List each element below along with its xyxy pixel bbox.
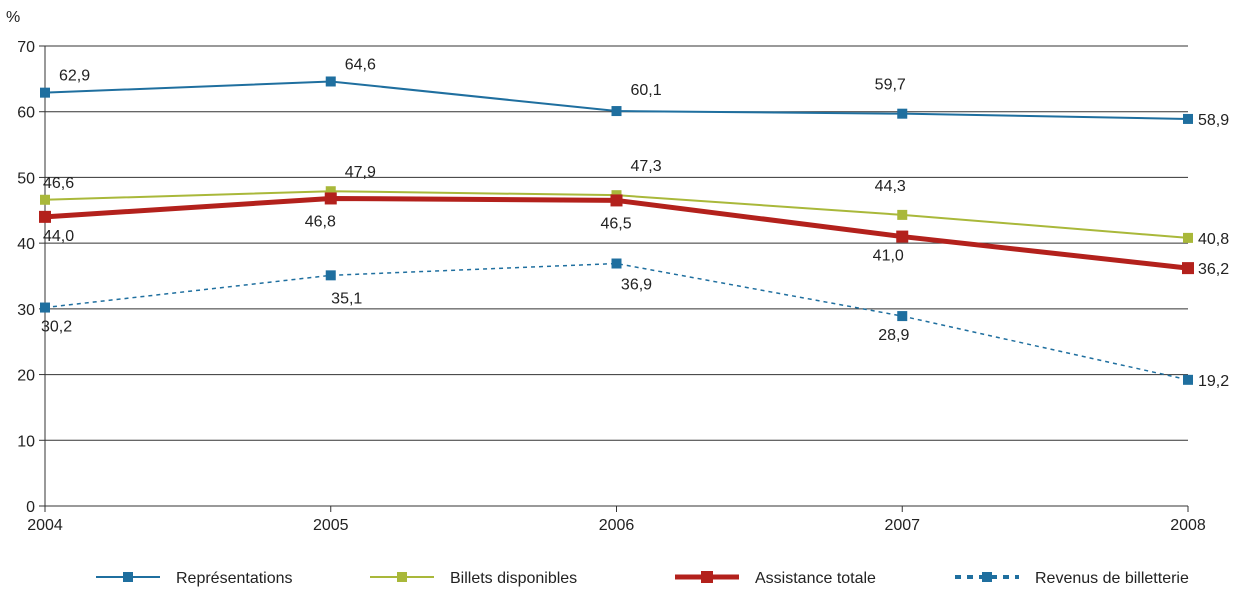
y-tick-label-50: 50 [17, 170, 35, 187]
y-tick-label-20: 20 [17, 368, 35, 385]
series-line-revenus-de-billetterie [44, 262, 1189, 381]
legend-item-assistance-totale: Assistance totale [675, 570, 876, 587]
data-label-revenus-de-billetterie-2005: 35,1 [331, 290, 362, 307]
data-label-billets-disponibles-2007: 44,3 [875, 178, 906, 195]
legend-label-representations: Représentations [176, 570, 293, 587]
x-tick-label-2005: 2005 [313, 517, 349, 534]
series-representations [40, 76, 1193, 124]
series-line-assistance-totale [44, 195, 1189, 271]
legend: Représentations Billets disponibles Assist… [96, 570, 1189, 587]
x-tick-label-2007: 2007 [884, 517, 920, 534]
series-revenus-de-billetterie [40, 258, 1193, 385]
legend-item-representations: Représentations [96, 570, 293, 587]
axes: 0 10 20 30 40 50 60 70% 2004 2005 2006 2007 2008 [6, 9, 1206, 534]
data-point-representations-2004 [40, 87, 50, 98]
data-label-representations-2004: 62,9 [59, 68, 90, 85]
data-point-billets-disponibles-2005 [325, 186, 336, 197]
data-label-assistance-totale-2006: 46,5 [601, 215, 632, 232]
data-label-assistance-totale-2005: 46,8 [305, 213, 336, 230]
data-label-assistance-totale-2004: 44,0 [43, 228, 74, 245]
data-point-representations-2006 [611, 106, 622, 117]
data-point-revenus-de-billetterie-2008 [1183, 374, 1193, 385]
data-point-representations-2005 [325, 76, 336, 87]
series-assistance-totale [39, 192, 1194, 275]
data-point-representations-2007 [897, 108, 908, 119]
data-point-assistance-totale-2006 [610, 194, 623, 207]
data-point-revenus-de-billetterie-2007 [897, 311, 908, 322]
y-tick-label-70: 70 [17, 39, 35, 56]
data-label-billets-disponibles-2005: 47,9 [345, 164, 376, 181]
legend-item-revenus-de-billetterie: Revenus de billetterie [955, 570, 1189, 587]
data-point-revenus-de-billetterie-2005 [325, 270, 336, 281]
data-label-billets-disponibles-2008: 40,8 [1198, 231, 1229, 248]
x-tick-label-2006: 2006 [599, 517, 635, 534]
data-label-billets-disponibles-2006: 47,3 [631, 158, 662, 175]
data-point-assistance-totale-2008 [1182, 262, 1194, 275]
data-label-revenus-de-billetterie-2008: 19,2 [1198, 373, 1229, 390]
data-point-assistance-totale-2004 [39, 210, 51, 223]
data-point-revenus-de-billetterie-2006 [611, 258, 622, 269]
y-tick-label-60: 60 [17, 105, 35, 122]
data-point-revenus-de-billetterie-2004 [40, 302, 50, 313]
legend-swatch-marker-assistance-totale [701, 571, 713, 583]
y-tick-label-0: 0 [26, 499, 35, 516]
legend-label-billets-disponibles: Billets disponibles [450, 570, 577, 587]
data-label-billets-disponibles-2004: 46,6 [43, 175, 74, 192]
x-tick-label-2008: 2008 [1170, 517, 1206, 534]
y-tick-label-30: 30 [17, 302, 35, 319]
y-tick-label-40: 40 [17, 236, 35, 253]
data-point-billets-disponibles-2007 [897, 209, 908, 220]
data-label-revenus-de-billetterie-2004: 30,2 [41, 319, 72, 336]
legend-label-revenus-de-billetterie: Revenus de billetterie [1035, 570, 1189, 587]
data-point-billets-disponibles-2004 [40, 194, 50, 205]
data-label-representations-2006: 60,1 [631, 82, 662, 99]
data-label-assistance-totale-2008: 36,2 [1198, 261, 1229, 278]
data-label-assistance-totale-2007: 41,0 [873, 248, 904, 265]
data-point-assistance-totale-2005 [324, 192, 337, 205]
legend-item-billets-disponibles: Billets disponibles [370, 570, 577, 587]
data-label-revenus-de-billetterie-2006: 36,9 [621, 277, 652, 294]
data-point-billets-disponibles-2008 [1183, 232, 1193, 243]
data-label-revenus-de-billetterie-2007: 28,9 [878, 327, 909, 344]
legend-swatch-marker-revenus-de-billetterie [982, 572, 992, 582]
legend-swatch-marker-billets-disponibles [397, 572, 407, 582]
y-axis-label: % [6, 9, 20, 26]
data-point-representations-2008 [1183, 113, 1193, 124]
x-tick-label-2004: 2004 [27, 517, 63, 534]
series-lines [39, 76, 1194, 385]
data-labels: 62,9 64,6 60,1 59,7 58,9 46,6 47,9 47,3 44,3 40,8… [41, 56, 1229, 389]
legend-label-assistance-totale: Assistance totale [755, 570, 876, 587]
legend-swatch-marker-representations [123, 572, 133, 582]
data-label-representations-2007: 59,7 [875, 77, 906, 94]
gridlines [45, 45, 1188, 441]
y-tick-label-10: 10 [17, 433, 35, 450]
data-label-representations-2005: 64,6 [345, 56, 376, 73]
data-point-assistance-totale-2007 [896, 230, 909, 243]
data-label-representations-2008: 58,9 [1198, 112, 1229, 129]
